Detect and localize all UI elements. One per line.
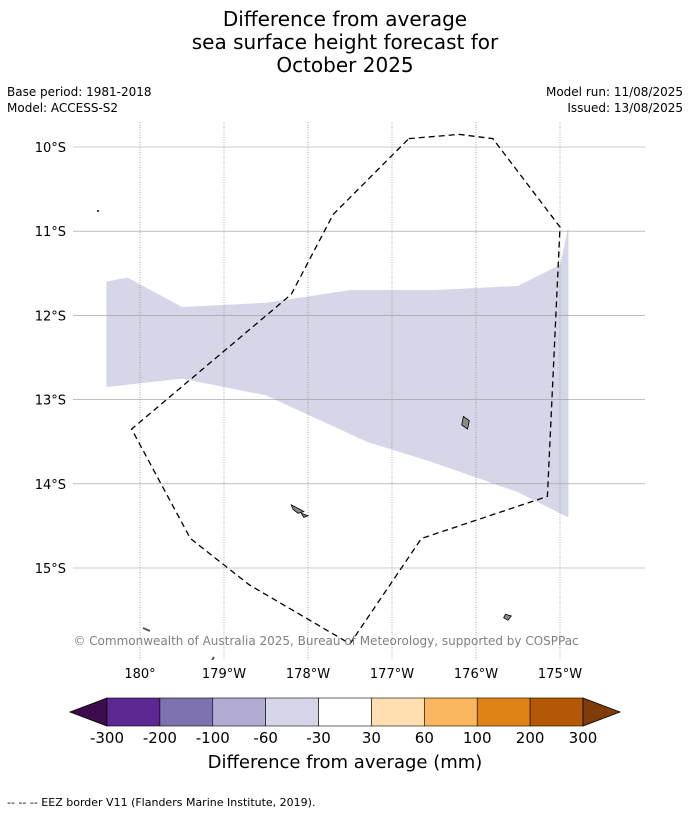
lon-label: 180° <box>124 667 155 682</box>
colorbar-tick-label: -100 <box>196 729 230 747</box>
model-run: Model run: 11/08/2025 <box>545 85 683 99</box>
island-dot <box>97 210 99 212</box>
base-period: Base period: 1981-2018 <box>7 85 152 99</box>
islands <box>290 415 512 621</box>
lat-label: 11°S <box>35 225 66 240</box>
colorbar-tick-label: 200 <box>516 729 545 747</box>
issued-date: Issued: 13/08/2025 <box>567 101 683 115</box>
lat-label: 13°S <box>35 394 66 409</box>
colorbar-extend-high <box>582 697 622 727</box>
lon-label: 175°W <box>538 667 582 682</box>
longitude-labels: 180° 179°W 178°W 177°W 176°W 175°W <box>124 667 582 682</box>
lon-label: 176°W <box>454 667 498 682</box>
colorbar-extend-low <box>68 697 108 727</box>
colorbar-tick-label: 300 <box>569 729 598 747</box>
island-small-west-1 <box>290 504 305 514</box>
colorbar-tick-label: -30 <box>306 729 331 747</box>
title-line-3: October 2025 <box>276 53 414 77</box>
lon-label: 177°W <box>370 667 414 682</box>
lon-label: 179°W <box>202 667 246 682</box>
latitude-labels: 10°S 11°S 12°S 13°S 14°S 15°S <box>35 141 66 577</box>
island-center <box>461 415 470 430</box>
meta-right: Model run: 11/08/2025 Issued: 13/08/2025 <box>546 84 683 116</box>
lat-label: 14°S <box>35 478 66 493</box>
title-line-2: sea surface height forecast for <box>191 30 499 54</box>
colorbar-box <box>476 697 531 727</box>
grid-lines-overlay <box>73 122 645 660</box>
model-name: Model: ACCESS-S2 <box>7 101 119 115</box>
lat-label: 15°S <box>35 562 66 577</box>
eez-border <box>130 133 561 645</box>
island-small-west-2 <box>300 512 310 518</box>
colorbar-box <box>424 697 478 727</box>
colorbar-box <box>212 697 266 727</box>
island-edge-sw <box>142 627 151 632</box>
colorbar-box <box>159 697 214 727</box>
colorbar-box <box>371 697 425 727</box>
colorbar: -300 -200 -100 -60 -30 30 60 100 200 300 <box>68 697 622 747</box>
island-edge-s <box>211 656 215 660</box>
colorbar-box <box>529 697 584 727</box>
colorbar-tick-label: -200 <box>143 729 177 747</box>
copyright-text: © Commonwealth of Australia 2025, Bureau… <box>73 634 578 648</box>
colorbar-box <box>265 697 319 727</box>
title-line-1: Difference from average <box>222 7 468 31</box>
colorbar-tick-label: 100 <box>463 729 492 747</box>
lon-label: 178°W <box>286 667 330 682</box>
meta-left: Base period: 1981-2018 Model: ACCESS-S2 <box>7 84 152 116</box>
eez-footnote: -- -- -- EEZ border V11 (Flanders Marine… <box>7 796 316 809</box>
colorbar-title: Difference from average (mm) <box>207 752 483 773</box>
colorbar-tick-label: -300 <box>90 729 124 747</box>
lat-label: 12°S <box>35 309 66 324</box>
colorbar-tick-label: 60 <box>415 729 434 747</box>
colorbar-tick-label: 30 <box>362 729 381 747</box>
sea-height-anomaly-band <box>106 227 569 518</box>
colorbar-box <box>318 697 372 727</box>
island-southeast <box>503 613 512 621</box>
colorbar-tick-label: -60 <box>253 729 278 747</box>
colorbar-box <box>106 697 161 727</box>
lat-label: 10°S <box>35 141 66 156</box>
chart-title: Difference from average sea surface heig… <box>0 8 690 77</box>
